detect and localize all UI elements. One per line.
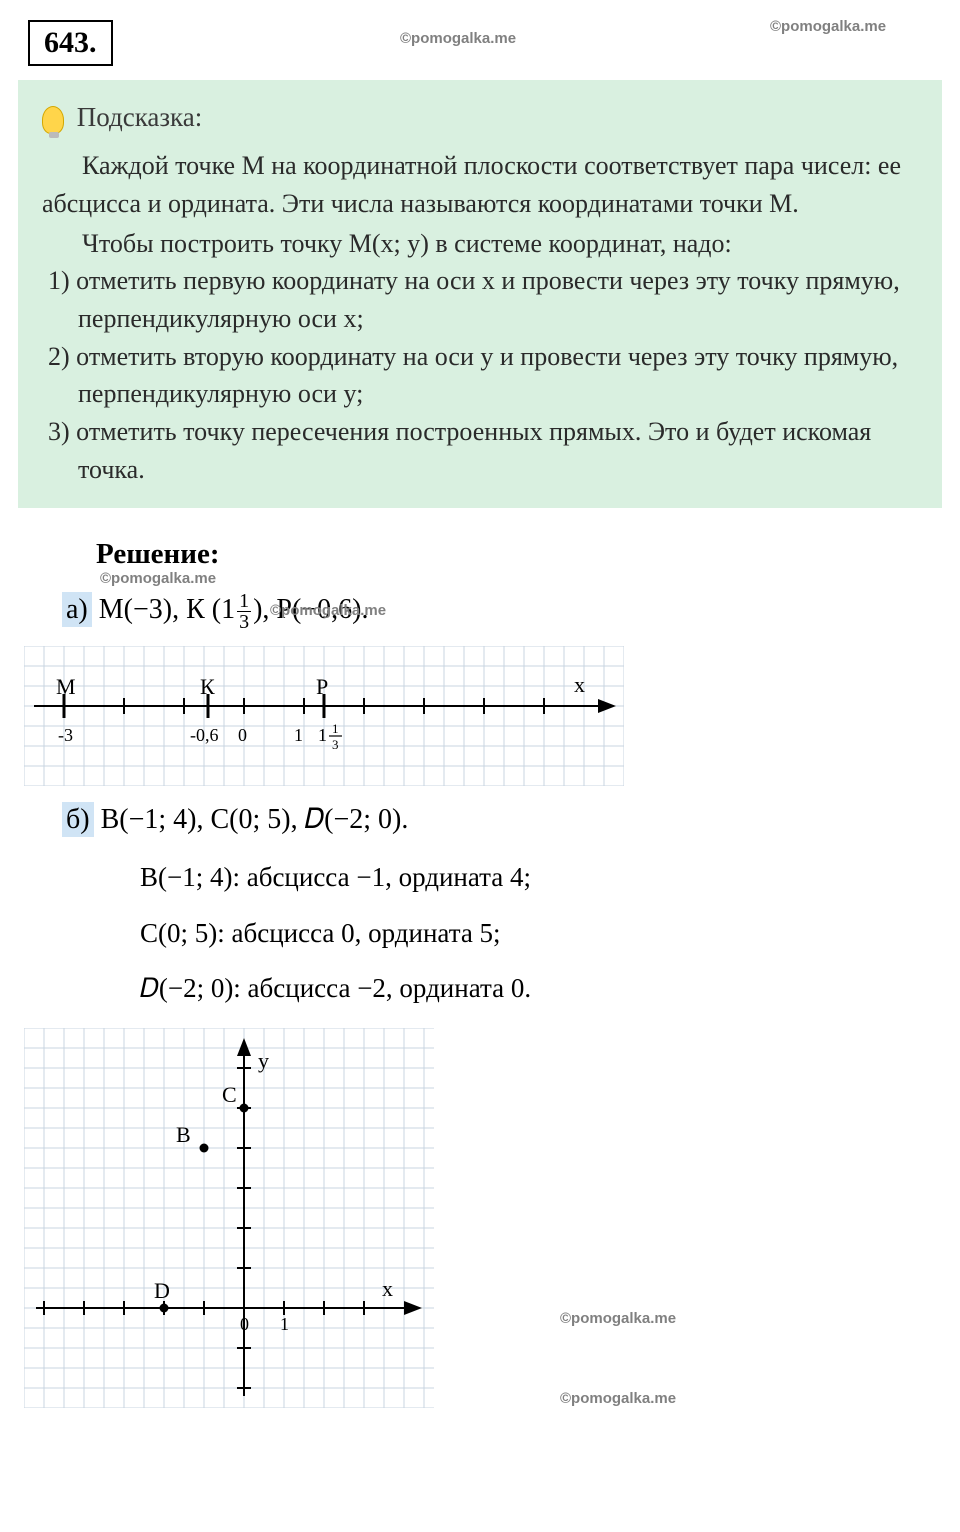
svg-text:x: x: [574, 672, 585, 697]
part-b-line: 𝐷(−2; 0): абсцисса −2, ордината 0.: [140, 961, 960, 1016]
svg-text:Р: Р: [316, 674, 328, 699]
svg-text:К: К: [200, 674, 215, 699]
hint-step: 1) отметить первую координату на оси х и…: [48, 262, 918, 337]
svg-text:-3: -3: [58, 725, 73, 745]
svg-text:M: M: [56, 674, 76, 699]
part-b-line: B(−1; 4): абсцисса −1, ордината 4;: [140, 850, 960, 905]
coordinate-plane-chart: x y 0 1 C B D: [24, 1028, 960, 1408]
svg-text:0: 0: [238, 725, 247, 745]
svg-text:1: 1: [294, 725, 303, 745]
svg-text:3: 3: [332, 737, 339, 752]
hint-step: 2) отметить вторую координату на оси у и…: [48, 338, 918, 413]
svg-text:x: x: [382, 1276, 393, 1301]
hint-title-text: Подсказка:: [77, 102, 203, 132]
part-b-line: C(0; 5): абсцисса 0, ордината 5;: [140, 906, 960, 961]
hint-intro: Каждой точке М на координатной плоскости…: [42, 147, 918, 222]
part-b-label: б): [62, 802, 94, 837]
svg-text:B: B: [176, 1122, 191, 1147]
number-line-chart: MКРx-3-0,601113: [24, 646, 960, 786]
svg-text:y: y: [258, 1048, 269, 1073]
hint-construct: Чтобы построить точку М(х; у) в системе …: [42, 225, 918, 263]
part-b-text: В(−1; 4), С(0; 5), 𝐷(−2; 0).: [101, 804, 409, 835]
part-a-prefix: М(−3), К (1: [99, 594, 235, 625]
svg-text:1: 1: [318, 725, 327, 745]
svg-text:0: 0: [240, 1314, 249, 1334]
watermark: ©pomogalka.me: [270, 602, 386, 619]
hint-step: 3) отметить точку пересечения построенны…: [48, 413, 918, 488]
watermark: ©pomogalka.me: [560, 1390, 676, 1407]
watermark: ©pomogalka.me: [400, 30, 516, 47]
lightbulb-icon: [42, 106, 64, 134]
problem-number: 643.: [28, 20, 113, 66]
svg-text:-0,6: -0,6: [190, 725, 219, 745]
solution-title: Решение:: [96, 538, 960, 571]
watermark: ©pomogalka.me: [770, 18, 886, 35]
fraction: 13: [237, 591, 251, 632]
hint-steps: 1) отметить первую координату на оси х и…: [42, 262, 918, 488]
svg-text:D: D: [154, 1278, 170, 1303]
watermark: ©pomogalka.me: [100, 570, 216, 587]
svg-text:C: C: [222, 1082, 237, 1107]
watermark: ©pomogalka.me: [560, 1310, 676, 1327]
hint-box: Подсказка: Каждой точке М на координатно…: [18, 80, 942, 508]
part-b-row: б) В(−1; 4), С(0; 5), 𝐷(−2; 0).: [62, 804, 960, 836]
part-b-details: B(−1; 4): абсцисса −1, ордината 4; C(0; …: [140, 850, 960, 1016]
svg-text:1: 1: [280, 1314, 289, 1334]
part-a-label: а): [62, 592, 92, 627]
svg-text:1: 1: [332, 721, 339, 736]
hint-title: Подсказка:: [42, 98, 918, 137]
part-a-row: а) М(−3), К (113), Р(−0,6).: [62, 591, 960, 632]
